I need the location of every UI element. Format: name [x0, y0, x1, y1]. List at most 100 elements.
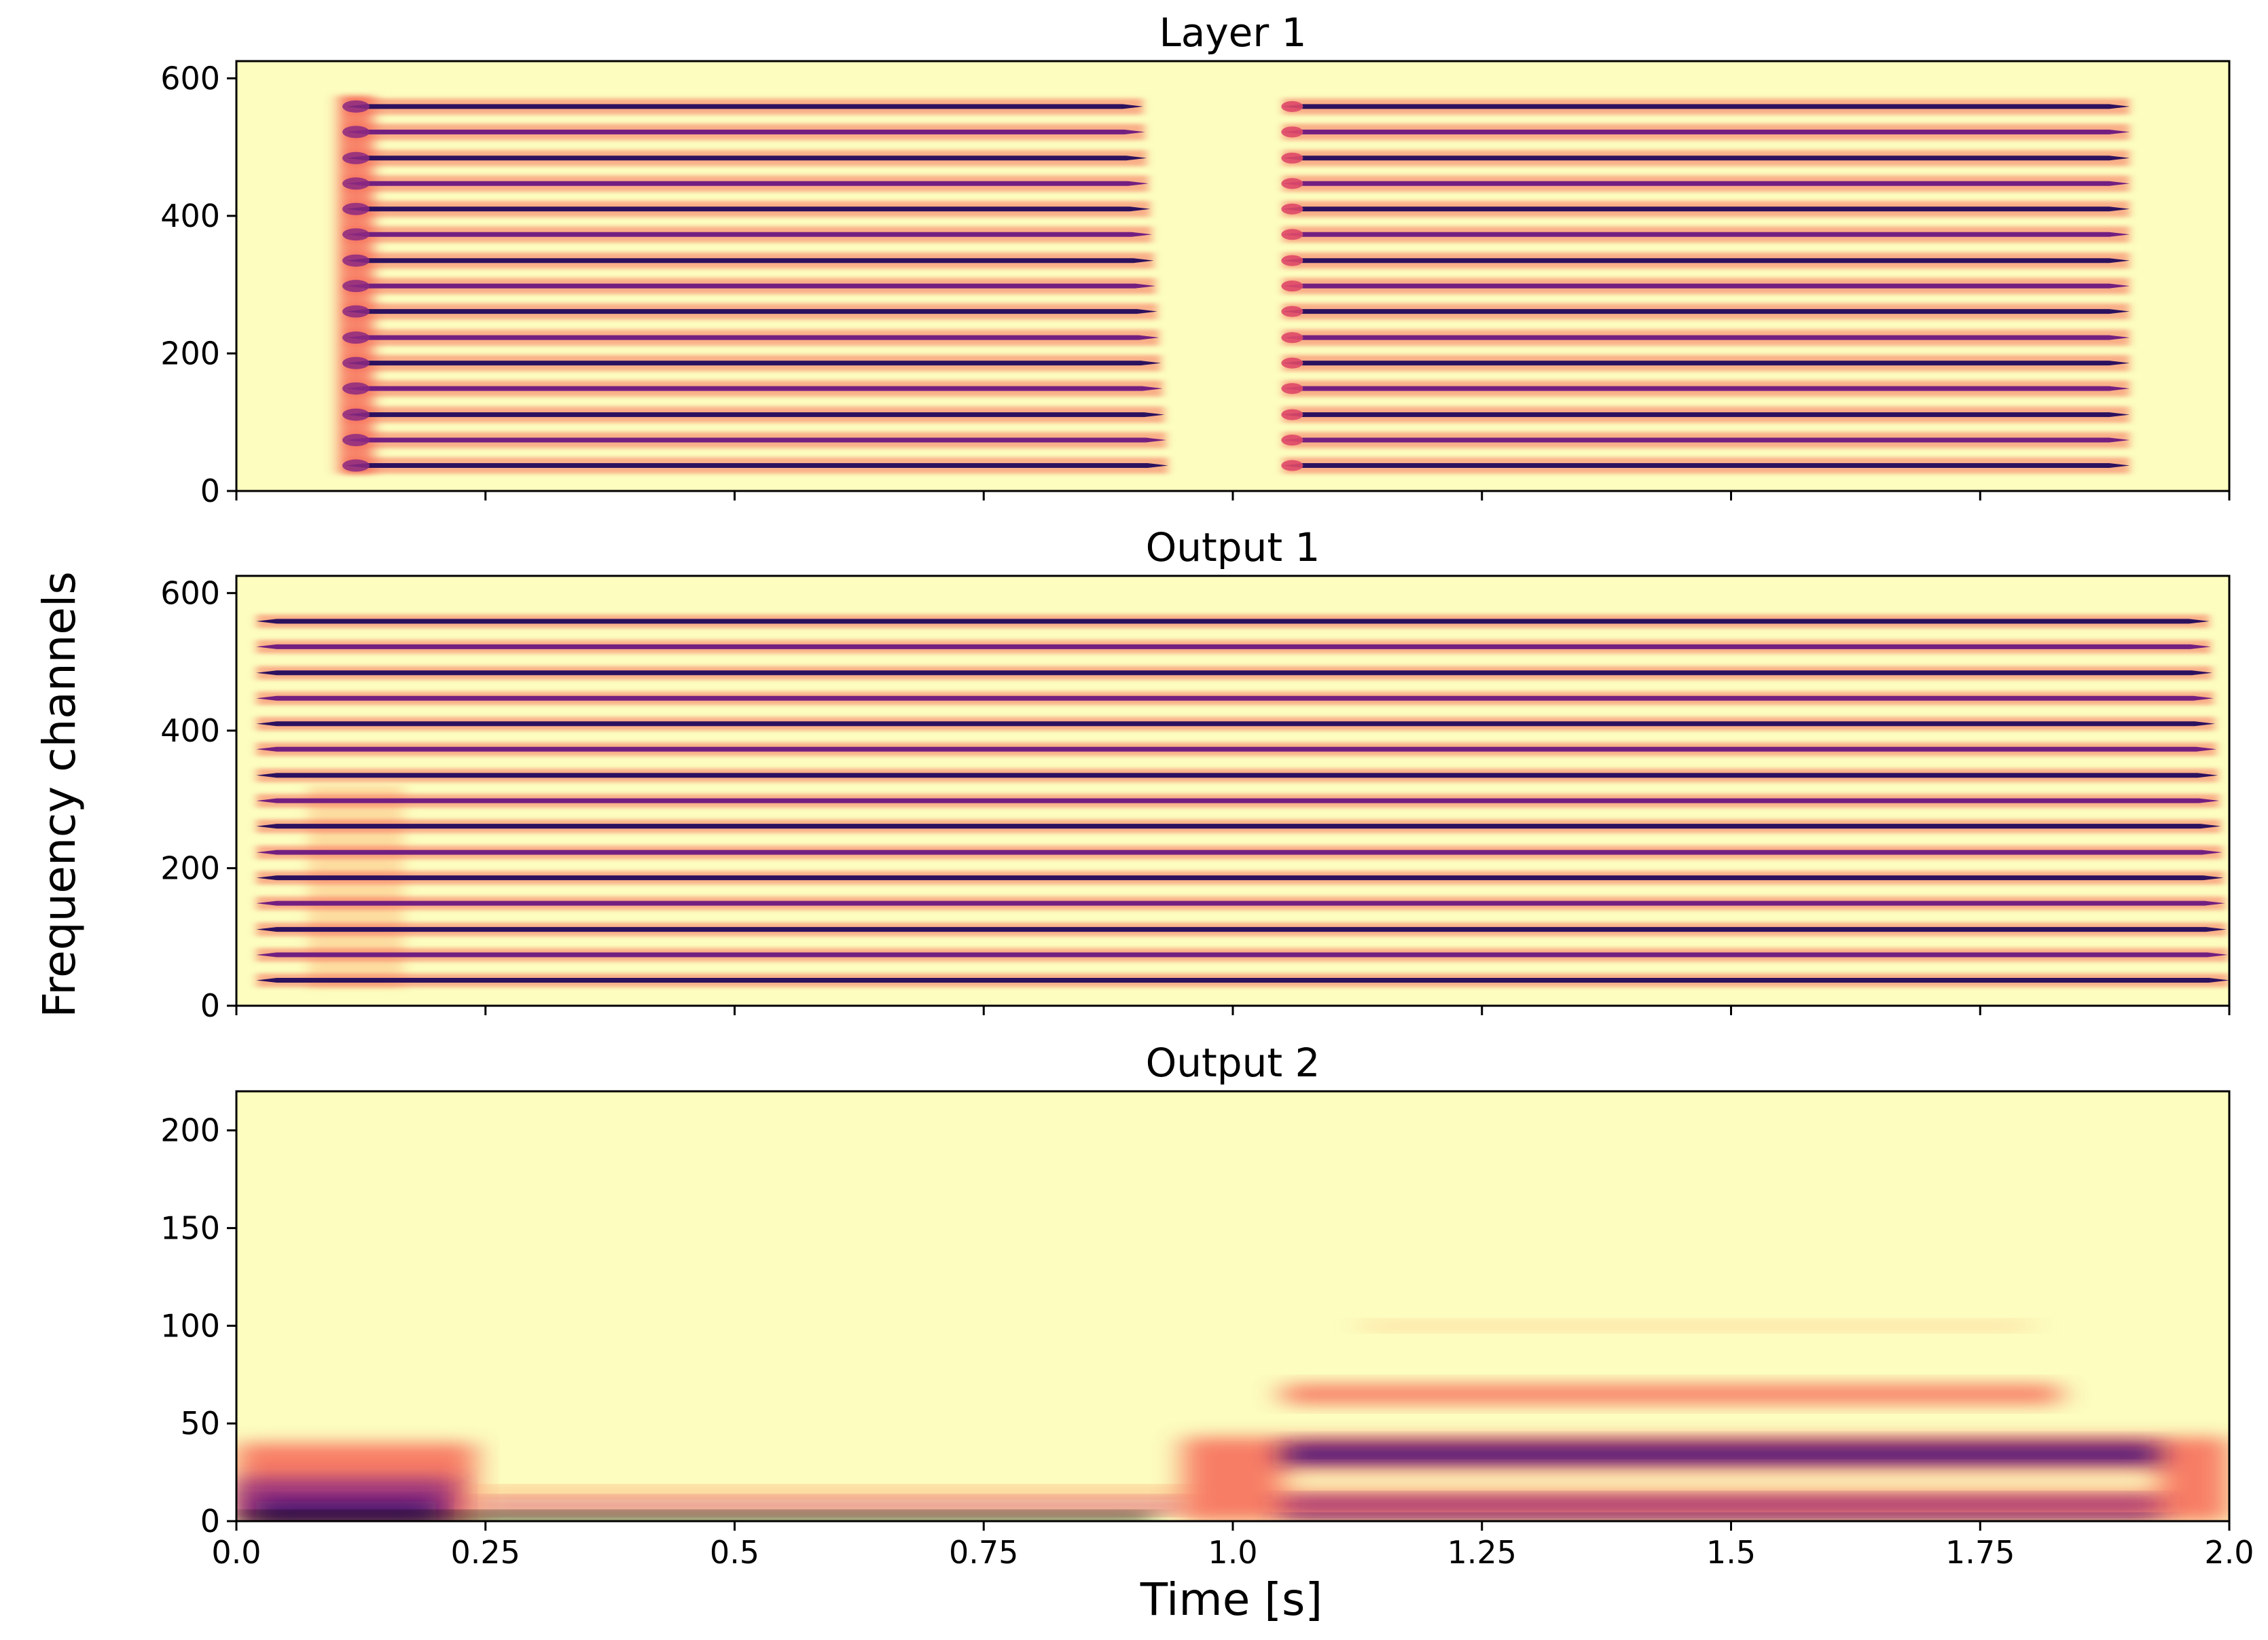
- channel-onset: [1281, 357, 1303, 369]
- channel-line: [256, 721, 2216, 727]
- x-tick-label: 1.5: [1706, 1534, 1756, 1571]
- channel-line: [346, 283, 1156, 289]
- heatmap-marks: [338, 95, 2130, 474]
- channel-line: [1282, 412, 2130, 418]
- channel-line: [346, 156, 1147, 161]
- x-axis-label: Time [s]: [1140, 1573, 1322, 1626]
- channel-onset: [1281, 203, 1303, 215]
- y-tick-label: 150: [160, 1209, 220, 1246]
- x-tick-label: 1.0: [1208, 1534, 1257, 1571]
- channel-line: [1282, 437, 2130, 443]
- channel-line: [1282, 104, 2130, 109]
- burst-blob: [342, 408, 370, 421]
- channel-line: [346, 335, 1159, 340]
- energy-band: [1362, 1322, 2030, 1330]
- heatmap-marks: [236, 1322, 2229, 1521]
- panel-layer-1: Layer 1 0 200 400 600: [160, 10, 2231, 509]
- y-axis-label: Frequency channels: [33, 571, 86, 1018]
- channel-onset: [1281, 101, 1303, 112]
- burst-blob: [342, 331, 370, 344]
- channel-line: [256, 746, 2217, 752]
- channel-line: [1282, 283, 2130, 289]
- y-tick-label: 0: [200, 473, 220, 509]
- channel-line: [256, 695, 2214, 701]
- channel-line: [256, 773, 2218, 778]
- y-tick-label: 200: [160, 335, 220, 371]
- channel-line: [1282, 232, 2130, 237]
- channel-line: [346, 232, 1153, 237]
- channel-line: [346, 437, 1167, 443]
- channel-line: [256, 619, 2210, 624]
- panel-output-2: Output 2 0 50 100 150 200 0.0 0.25 0.5 0.75 1.0 1…: [160, 1040, 2254, 1571]
- channel-line: [1282, 361, 2130, 366]
- x-axis: 0.0 0.25 0.5 0.75 1.0 1.25 1.5 1.75 2.0: [211, 1521, 2254, 1571]
- channel-onset: [1281, 178, 1303, 189]
- burst-blob: [342, 254, 370, 267]
- channel-line: [1282, 206, 2130, 212]
- energy-band: [1282, 1470, 2160, 1492]
- channel-line: [256, 850, 2222, 855]
- burst-blob: [342, 202, 370, 215]
- energy-band: [1282, 1384, 2060, 1404]
- channel-line: [346, 104, 1143, 109]
- channel-onset: [1281, 435, 1303, 446]
- channel-onset: [1281, 255, 1303, 266]
- channel-onset: [1281, 332, 1303, 344]
- x-tick-label: 0.25: [451, 1534, 520, 1571]
- channel-line: [1282, 181, 2130, 186]
- channel-line: [346, 181, 1149, 186]
- energy-band: [475, 1488, 1193, 1496]
- channel-line: [346, 386, 1163, 391]
- channel-line: [256, 875, 2224, 881]
- channel-line: [256, 978, 2229, 983]
- burst-blob: [342, 126, 370, 139]
- heatmap-marks: [256, 614, 2229, 989]
- channel-onset: [1281, 152, 1303, 164]
- channel-onset: [1281, 306, 1303, 317]
- y-axis: 0 50 100 150 200: [160, 1112, 236, 1539]
- y-tick-label: 50: [180, 1405, 220, 1442]
- energy-band: [1282, 1515, 2160, 1521]
- energy-band: [475, 1499, 1193, 1512]
- energy-band: [1282, 1442, 2160, 1467]
- y-tick-label: 200: [160, 1112, 220, 1149]
- y-axis: 0 200 400 600: [160, 575, 236, 1024]
- channel-line: [256, 824, 2221, 829]
- y-tick-label: 200: [160, 850, 220, 886]
- channel-line: [346, 361, 1162, 366]
- channel-line: [1282, 258, 2130, 263]
- channel-line: [1282, 463, 2130, 469]
- x-tick-label: 0.0: [211, 1534, 261, 1571]
- panel-title: Layer 1: [1159, 10, 1306, 56]
- channel-onset: [1281, 409, 1303, 420]
- y-tick-label: 0: [200, 1503, 220, 1539]
- burst-blob: [342, 357, 370, 369]
- channel-line: [1282, 335, 2130, 340]
- channel-line: [346, 129, 1145, 134]
- burst-blob: [342, 434, 370, 447]
- channel-line: [1282, 129, 2130, 134]
- y-tick-label: 400: [160, 712, 220, 749]
- energy-band: [1282, 1497, 2160, 1512]
- energy-band: [236, 1513, 1153, 1521]
- channel-line: [346, 463, 1168, 469]
- channel-line: [346, 206, 1151, 212]
- burst-blob: [342, 459, 370, 472]
- x-axis: [235, 491, 2231, 500]
- burst-blob: [342, 305, 370, 318]
- panel-title: Output 2: [1146, 1040, 1320, 1086]
- y-tick-label: 100: [160, 1307, 220, 1344]
- channel-onset: [1281, 229, 1303, 240]
- burst-blob: [342, 228, 370, 241]
- channel-line: [1282, 156, 2130, 161]
- burst-blob: [342, 100, 370, 113]
- x-tick-label: 0.75: [949, 1534, 1018, 1571]
- channel-line: [256, 900, 2225, 906]
- x-tick-label: 0.5: [710, 1534, 759, 1571]
- channel-onset: [1281, 126, 1303, 138]
- channel-line: [256, 952, 2228, 958]
- channel-line: [256, 927, 2227, 932]
- channel-onset: [1281, 383, 1303, 395]
- burst-blob: [342, 382, 370, 395]
